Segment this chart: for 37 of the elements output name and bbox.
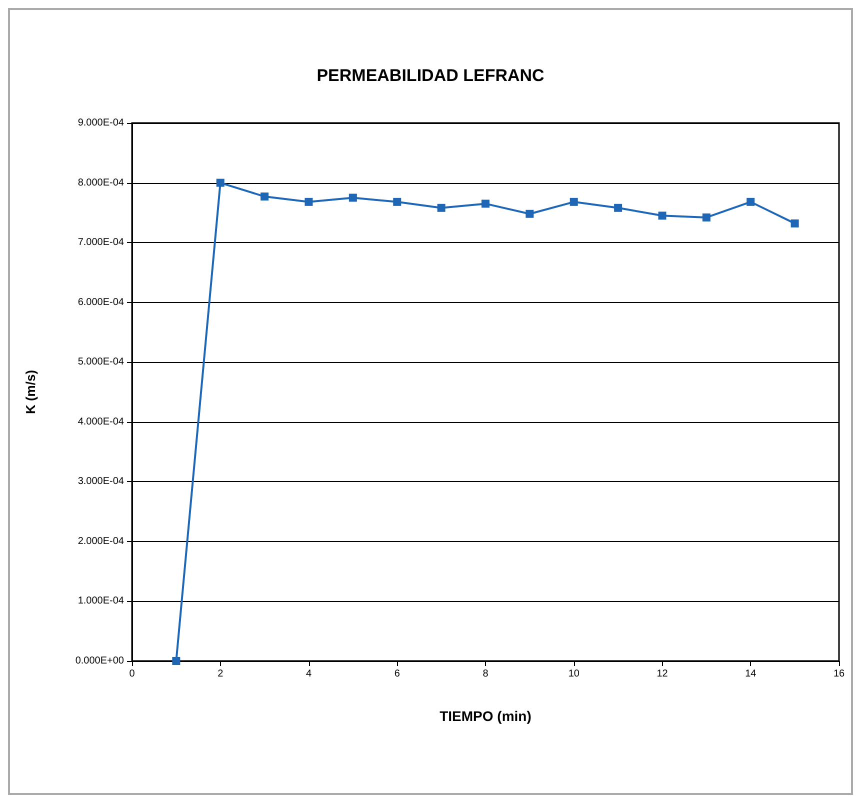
point (304, 198, 313, 206)
y-tick-label: 2.000E-04 (78, 536, 124, 547)
y-tick-label: 7.000E-04 (78, 237, 124, 248)
y-tick-label: 6.000E-04 (78, 296, 124, 308)
point (526, 210, 534, 218)
x-tick-label: 2 (218, 668, 224, 680)
point (216, 178, 224, 187)
point (570, 198, 578, 206)
point (790, 219, 799, 228)
y-tick-label: 9.000E-04 (78, 118, 124, 128)
point (702, 213, 710, 222)
y-tick-label: 0.000E+00 (75, 656, 124, 666)
x-axis-title: TIEMPO (min) (440, 708, 532, 724)
point (348, 194, 357, 202)
x-tick-label: 4 (306, 668, 312, 680)
point (260, 192, 269, 201)
x-tick-label: 8 (482, 668, 489, 680)
x-tick-label: 6 (394, 668, 400, 680)
point (746, 198, 755, 206)
y-axis-title: K (m/s) (23, 370, 38, 414)
y-tick-label: 8.000E-04 (78, 177, 124, 188)
point (437, 204, 446, 212)
point (614, 204, 622, 212)
y-tick-label: 3.000E-04 (78, 476, 124, 488)
y-tick-label: 5.000E-04 (78, 356, 124, 368)
chart-title: PERMEABILIDAD LEFRANC (316, 66, 544, 85)
y-tick-label: 1.000E-04 (78, 596, 124, 607)
x-tick-label: 14 (745, 668, 757, 680)
point (393, 198, 402, 206)
x-tick-label: 12 (656, 668, 668, 680)
point (658, 212, 666, 220)
y-tick-label: 4.000E-04 (78, 416, 124, 428)
point (482, 200, 490, 208)
x-tick-label: 0 (129, 668, 136, 680)
point (172, 657, 180, 665)
x-tick-label: 16 (833, 668, 845, 680)
x-tick-label: 10 (568, 668, 580, 680)
